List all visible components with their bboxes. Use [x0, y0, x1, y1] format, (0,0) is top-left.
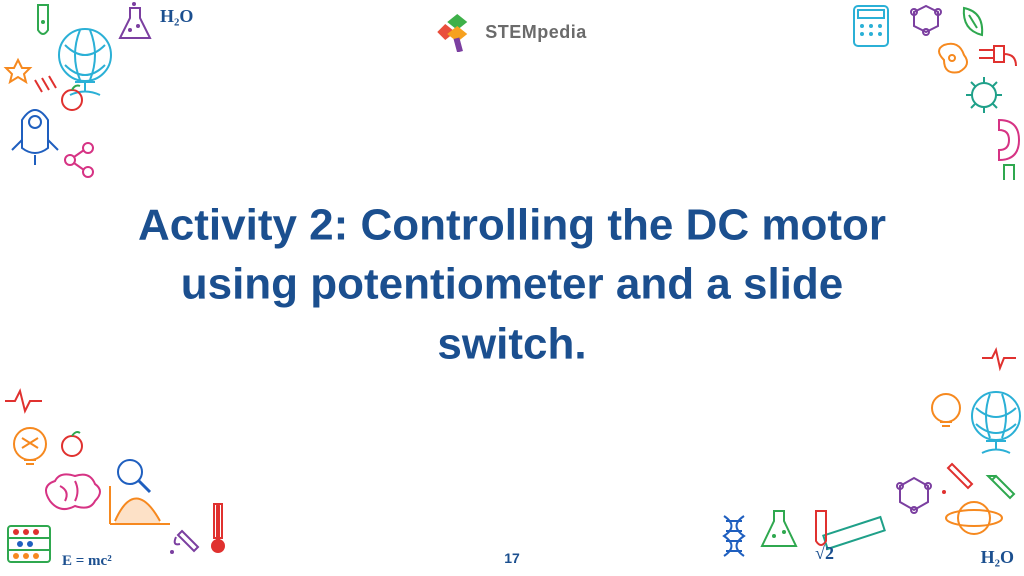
slide-title: Activity 2: Controlling the DC motor usi…	[102, 195, 921, 373]
doodle-h2o-top: H₂O	[160, 6, 193, 27]
page-number: 17	[504, 550, 520, 566]
doodle-h2o-bottom: H₂O	[981, 547, 1014, 568]
doodle-corner-bottom-left	[0, 386, 260, 576]
header: STEMpedia	[437, 12, 587, 52]
doodle-corner-top-right	[844, 0, 1024, 180]
logo-icon	[437, 12, 477, 52]
doodle-corner-bottom-right	[714, 346, 1024, 576]
doodle-corner-top-left	[0, 0, 210, 190]
doodle-sqrt2: √2	[815, 543, 834, 564]
brand-name: STEMpedia	[485, 22, 587, 43]
doodle-emc2: E = mc²	[62, 553, 112, 570]
